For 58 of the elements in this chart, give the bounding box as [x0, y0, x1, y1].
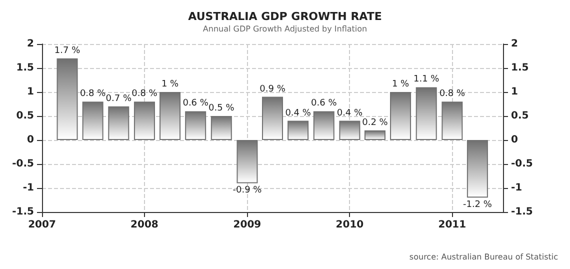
y2-tick-label: 0 — [511, 134, 518, 146]
data-label: 1 % — [161, 80, 180, 90]
bar — [210, 116, 232, 140]
bar — [134, 102, 155, 140]
bar — [236, 140, 258, 184]
x-tick-label: 2007 — [28, 220, 56, 230]
bar — [390, 92, 412, 140]
data-label: 0.4 % — [336, 108, 364, 118]
y-tick-label: 0.5 — [16, 110, 34, 122]
data-label: 0.8 % — [80, 89, 106, 100]
source-note: source: Australian Bureau of Statistic — [409, 252, 558, 262]
data-label: -0.9 % — [232, 186, 262, 196]
y2-tick-label: -1.5 — [511, 206, 533, 218]
x-tick-label: 2011 — [438, 220, 466, 230]
bar — [466, 140, 488, 198]
y-tick-label: -0.5 — [12, 158, 34, 170]
data-label: 0.5 % — [208, 104, 235, 114]
chart-subtitle: Annual GDP Growth Adjusted by Inflation — [202, 24, 368, 34]
y2-tick-label: 1 — [511, 86, 518, 98]
data-label: 1.7 % — [54, 46, 81, 56]
y2-tick-label: 2 — [511, 38, 518, 50]
bar — [160, 92, 181, 140]
y2-tick-label: -0.5 — [511, 158, 533, 170]
y-tick-label: 2 — [27, 38, 34, 50]
bar — [313, 111, 334, 140]
y2-tick-label: -1 — [511, 182, 522, 194]
x-tick-label: 2010 — [336, 220, 364, 230]
bar — [442, 102, 463, 140]
bar — [416, 87, 437, 140]
chart-title: AUSTRALIA GDP GROWTH RATE — [188, 10, 382, 23]
y-tick-label: 0 — [27, 134, 34, 146]
data-label: 0.4 % — [285, 108, 312, 118]
bar — [185, 111, 206, 140]
bar — [262, 96, 283, 140]
y2-tick-label: 0.5 — [511, 110, 529, 122]
data-label: -1.2 % — [462, 200, 492, 210]
y-tick-label: -1 — [22, 182, 34, 194]
data-label: 0.2 % — [362, 118, 388, 128]
data-label: 0.6 % — [311, 98, 338, 109]
y-tick-label: 1.5 — [16, 62, 34, 74]
bar — [364, 130, 386, 140]
y2-tick-label: 1.5 — [511, 62, 529, 74]
data-label: 1.1 % — [413, 74, 440, 85]
y-tick-label: 1 — [27, 86, 34, 98]
data-label: 0.8 % — [439, 89, 466, 100]
y-tick-label: -1.5 — [12, 206, 34, 218]
bar — [56, 58, 78, 140]
x-tick-label: 2008 — [130, 220, 158, 230]
bar — [339, 120, 360, 140]
data-label: 0.7 % — [106, 94, 132, 104]
bar — [288, 120, 309, 140]
data-label: 0.8 % — [132, 89, 158, 100]
data-label: 0.9 % — [260, 84, 286, 94]
bar — [82, 102, 104, 140]
data-label: 1 % — [392, 80, 410, 90]
bar — [108, 106, 130, 140]
x-tick-label: 2009 — [233, 220, 262, 230]
data-label: 0.6 % — [182, 98, 209, 109]
